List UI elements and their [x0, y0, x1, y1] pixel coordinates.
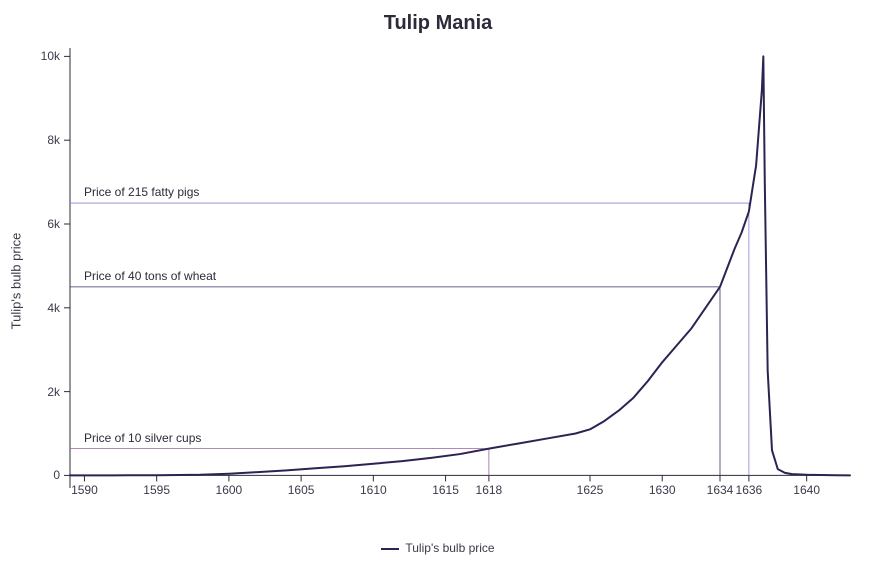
reference-label: Price of 215 fatty pigs	[84, 185, 199, 199]
x-tick-label: 1615	[432, 483, 459, 497]
y-tick-label: 0	[30, 468, 60, 482]
x-tick-label: 1630	[649, 483, 676, 497]
x-tick-label: 1590	[71, 483, 98, 497]
reference-label: Price of 40 tons of wheat	[84, 269, 216, 283]
legend-swatch	[381, 548, 399, 550]
legend-label: Tulip's bulb price	[405, 541, 494, 555]
reference-label: Price of 10 silver cups	[84, 431, 201, 445]
y-tick-label: 6k	[30, 217, 60, 231]
y-tick-label: 10k	[30, 49, 60, 63]
x-tick-label: 1595	[143, 483, 170, 497]
chart-container: Tulip Mania Tulip's bulb price 0 2k 4k 6k 8k…	[0, 0, 876, 561]
legend: Tulip's bulb price	[0, 541, 876, 555]
x-tick-label: 1618	[476, 483, 503, 497]
chart-title: Tulip Mania	[0, 12, 876, 35]
x-tick-label: 1640	[793, 483, 820, 497]
y-axis-label: Tulip's bulb price	[9, 232, 24, 329]
x-tick-label: 1600	[216, 483, 243, 497]
x-tick-label: 1610	[360, 483, 387, 497]
x-tick-label: 1634	[707, 483, 734, 497]
x-tick-label: 1605	[288, 483, 315, 497]
y-tick-label: 2k	[30, 385, 60, 399]
y-tick-label: 4k	[30, 301, 60, 315]
y-tick-label: 8k	[30, 133, 60, 147]
x-tick-label: 1636	[736, 483, 763, 497]
x-tick-label: 1625	[577, 483, 604, 497]
